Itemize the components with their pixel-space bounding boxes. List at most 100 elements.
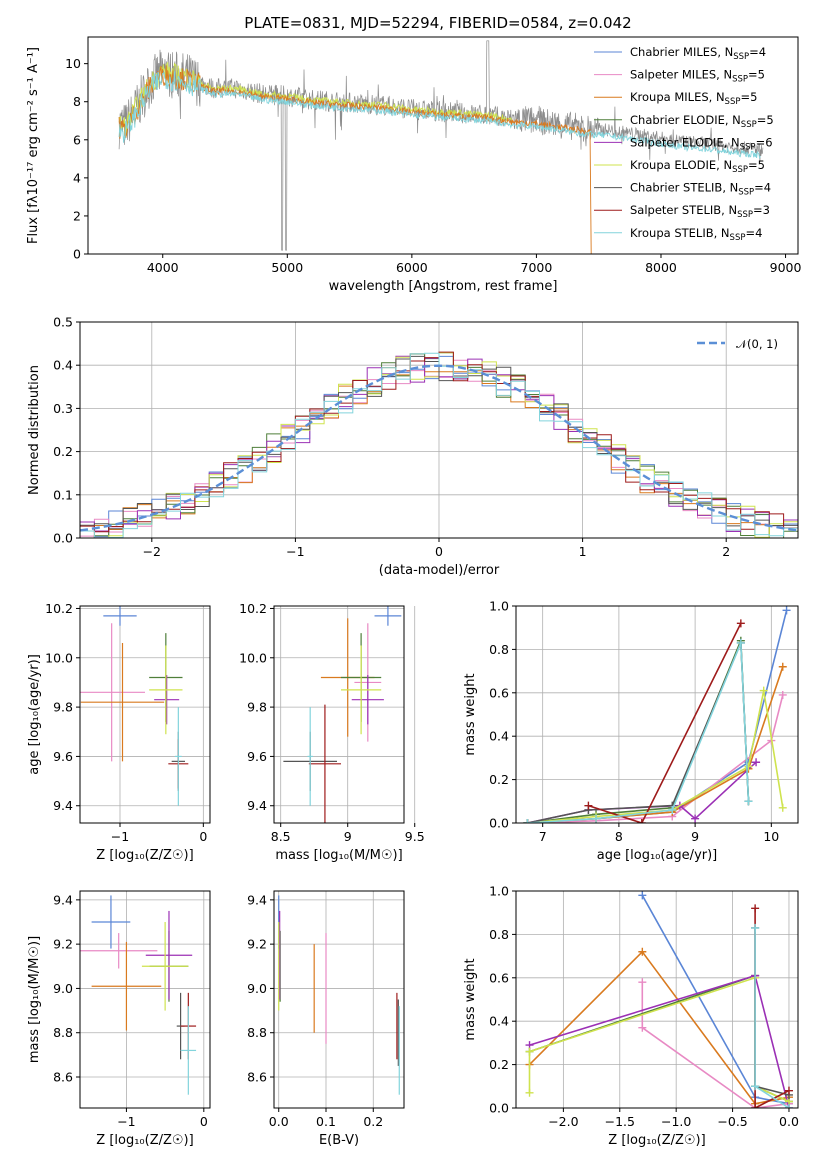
x-tick-label: −2.0 [548, 1114, 578, 1129]
legend-entry: Kroupa MILES, NSSP=5 [630, 90, 757, 107]
y-axis-label: Normed distribution [27, 365, 42, 495]
y-axis-label: mass [log₁₀(M/M☉)] [27, 936, 42, 1063]
errorbar-chabrier-miles [103, 606, 137, 626]
y-tick-label: 10.2 [45, 601, 73, 616]
y-tick-label: 0.0 [53, 531, 73, 546]
series-line [527, 666, 784, 823]
y-tick-label: 9.6 [247, 749, 267, 764]
y-tick-label: 9.2 [247, 937, 267, 952]
y-axis-label: Flux [fλ10⁻¹⁷ erg cm⁻² s⁻¹ A⁻¹] [26, 47, 41, 244]
axes-frame [87, 36, 799, 255]
axes-frame [273, 605, 405, 824]
x-tick-label: −1 [117, 1114, 135, 1129]
errorbar-plot-area [80, 606, 189, 806]
series-chabrier-elodie [525, 971, 793, 1106]
series-marker [525, 1047, 534, 1056]
series-salpeter-stelib [584, 619, 745, 823]
y-tick-label: 9.8 [247, 700, 267, 715]
x-tick-label: −1 [286, 544, 304, 559]
histogram-kroupa-stelib [80, 352, 798, 538]
series-marker [592, 814, 601, 823]
y-tick-label: 10 [65, 56, 81, 71]
x-tick-label: 9.5 [405, 829, 425, 844]
errorbar-kroupa-stelib [307, 707, 313, 806]
series-marker [523, 819, 532, 823]
series-line [528, 950, 790, 1105]
y-tick-label: 0.0 [489, 816, 509, 831]
axes-frame [79, 890, 211, 1109]
y-tick-label: 1.0 [489, 599, 509, 614]
x-tick-label: 10 [763, 829, 779, 844]
y-tick-label: 8 [73, 94, 81, 109]
legend-entry: Chabrier STELIB, NSSP=4 [630, 181, 771, 198]
y-tick-label: 0.6 [489, 685, 509, 700]
axes-frame [515, 605, 799, 824]
series-marker [751, 1104, 760, 1108]
errorbar-kroupa-stelib [175, 707, 182, 806]
x-tick-label: 9000 [770, 260, 802, 275]
x-tick-label: 8000 [645, 260, 677, 275]
series-marker [637, 819, 646, 823]
y-tick-label: 0.4 [53, 358, 73, 373]
x-axis-label: wavelength [Angstrom, rest frame] [329, 279, 558, 294]
y-axis-label: mass weight [463, 958, 478, 1040]
errorbar-salpeter-miles [80, 623, 145, 762]
x-tick-label: 0 [200, 1114, 208, 1129]
y-tick-label: 0.2 [53, 444, 73, 459]
series-marker [778, 662, 787, 671]
series-salpeter-stelib [751, 904, 793, 1108]
y-tick-label: 9.0 [247, 981, 267, 996]
series-marker [752, 758, 761, 767]
y-tick-label: 0.8 [489, 642, 509, 657]
y-axis-label: mass weight [463, 673, 478, 755]
x-tick-label: 8.5 [271, 829, 291, 844]
x-tick-label: 7 [539, 829, 547, 844]
series-marker [759, 686, 768, 695]
y-tick-label: 10.0 [45, 650, 73, 665]
x-axis-label: Z [log₁₀(Z/Z☉)] [96, 1133, 193, 1148]
errorbar-kroupa-miles [91, 941, 162, 1031]
errorbar-plot-area [80, 895, 197, 1095]
y-tick-label: 9.4 [53, 798, 73, 813]
legend-entry: Chabrier MILES, NSSP=4 [630, 45, 766, 62]
series-line [527, 642, 750, 823]
y-tick-label: 9.8 [53, 700, 73, 715]
series-marker [638, 891, 647, 900]
errorbar-plot-area [278, 895, 400, 1095]
series-line [641, 982, 790, 1108]
errorbar-kroupa-stelib [180, 1006, 197, 1095]
series-marker [784, 1086, 793, 1095]
y-tick-label: 0.5 [53, 315, 73, 330]
series-marker [744, 762, 753, 771]
series-chabrier-stelib [751, 923, 793, 1099]
y-tick-label: 8.8 [247, 1025, 267, 1040]
series-marker [584, 801, 593, 810]
x-tick-label: −2 [143, 544, 161, 559]
x-tick-label: 6000 [396, 260, 428, 275]
errorbar-salpeter-elodie [145, 910, 193, 1000]
errorbar-salpeter-miles [80, 933, 158, 969]
series-kroupa-stelib [751, 923, 793, 1108]
model-spectrum-kroupa-stelib [118, 71, 761, 160]
y-axis-label: age [log₁₀(age/yr)] [27, 654, 42, 775]
series-kroupa-stelib [523, 638, 753, 823]
x-tick-label: 9 [691, 829, 699, 844]
axes-frame [79, 605, 211, 824]
y-tick-label: 8.6 [247, 1070, 267, 1085]
y-tick-label: 2 [73, 208, 81, 223]
y-tick-label: 0.2 [489, 1057, 509, 1072]
series-marker [784, 1104, 793, 1108]
series-line [588, 623, 742, 823]
x-tick-label: 4000 [147, 260, 179, 275]
histogram-plot-area [80, 351, 798, 538]
y-tick-label: 4 [73, 170, 81, 185]
x-tick-label: 0.0 [779, 1114, 799, 1129]
x-axis-label: Z [log₁₀(Z/Z☉)] [608, 1133, 705, 1148]
y-tick-label: 9.4 [247, 798, 267, 813]
legend-entry: Kroupa STELIB, NSSP=4 [630, 226, 762, 243]
x-tick-label: 0.0 [269, 1114, 289, 1129]
series-line [527, 690, 784, 823]
axes-frame [273, 890, 405, 1109]
legend-entry: Kroupa ELODIE, NSSP=5 [630, 158, 765, 175]
legend-entry: Salpeter ELODIE, NSSP=6 [630, 135, 773, 152]
